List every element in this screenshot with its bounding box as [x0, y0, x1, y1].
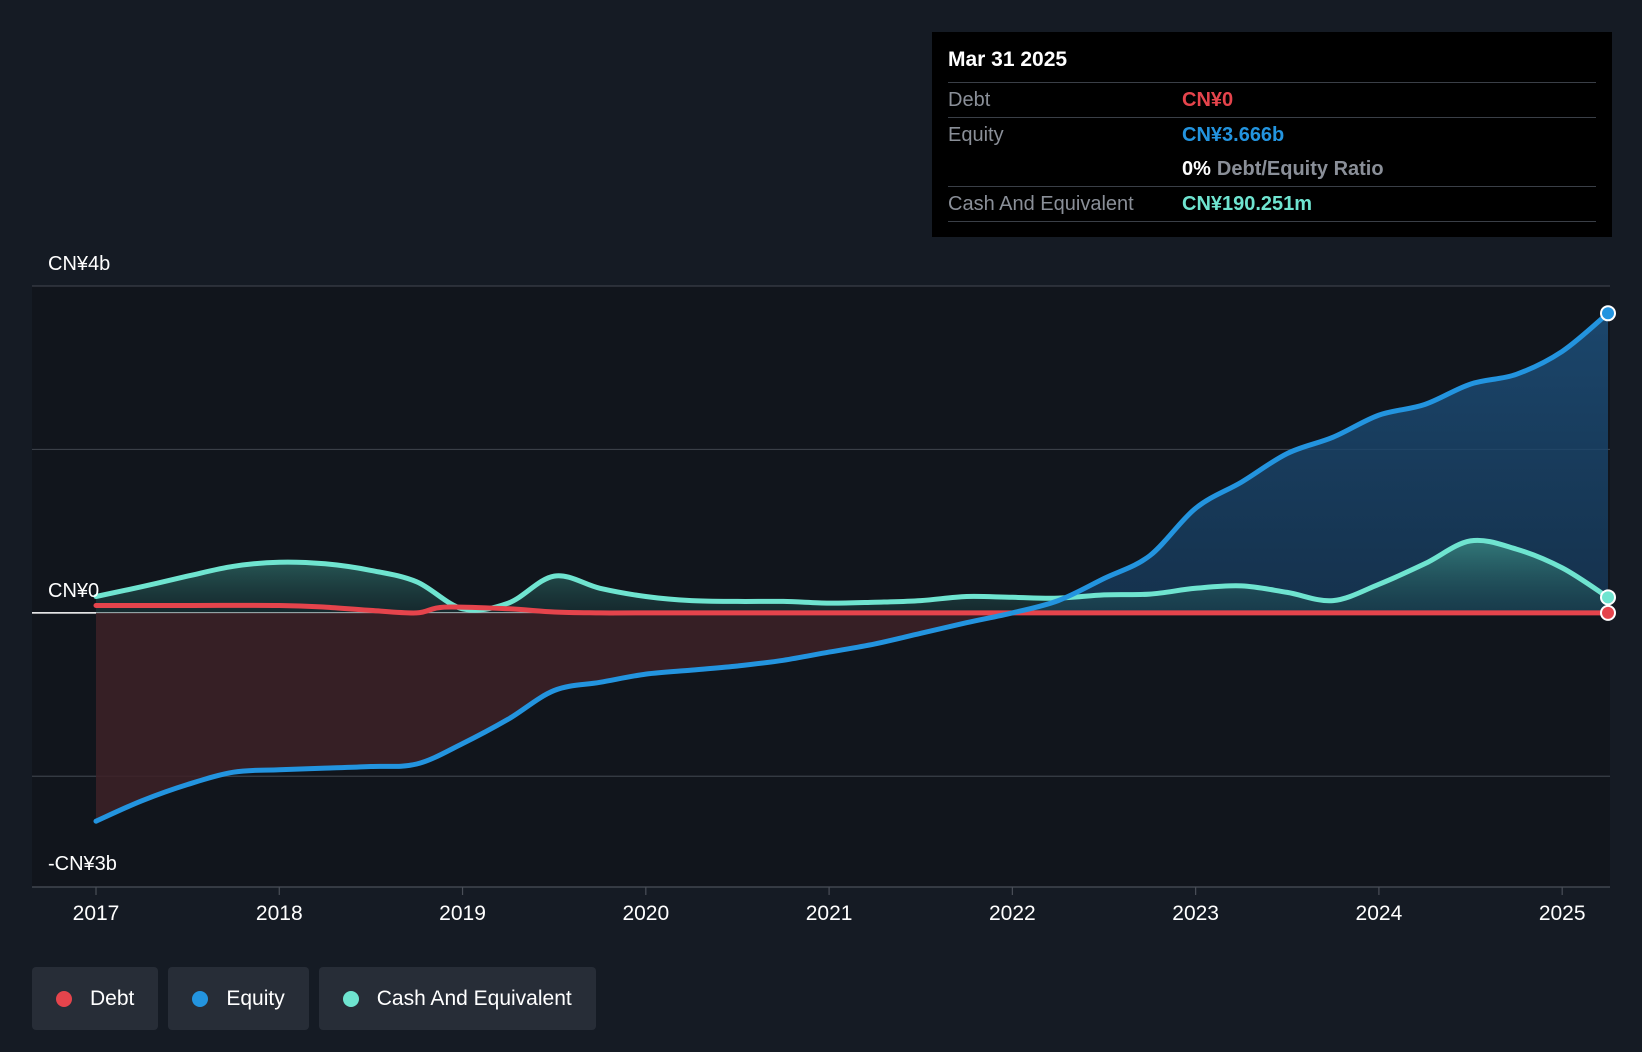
cash-dot-icon: [342, 990, 359, 1007]
equity-negative-area: [96, 612, 1013, 822]
x-tick-label: 2024: [1356, 902, 1403, 925]
x-tick-label: 2020: [622, 902, 669, 925]
tooltip-debt-value: CN¥0: [1182, 89, 1234, 111]
cash-end-point: [1600, 589, 1616, 606]
x-tick-label: 2019: [439, 902, 486, 925]
equity-line: [93, 310, 1611, 824]
debt-dot-icon: [56, 990, 72, 1007]
legend: Debt Equity Cash And Equivalent: [32, 967, 596, 1030]
tooltip-date: Mar 31 2025: [948, 46, 1596, 83]
legend-equity-label: Equity: [226, 986, 285, 1010]
x-tick-label: 2018: [256, 902, 303, 925]
tooltip-panel: Mar 31 2025 Debt CN¥0 Equity CN¥3.666b 0…: [932, 32, 1612, 237]
equity-end-point: [1600, 305, 1616, 322]
equity-area: [96, 313, 1608, 613]
tooltip-ratio-value: 0%: [1182, 158, 1211, 180]
x-tick-label: 2023: [1172, 902, 1219, 925]
legend-debt-label: Debt: [90, 986, 135, 1010]
x-tick-label: 2022: [989, 902, 1036, 925]
tooltip-equity-value: CN¥3.666b: [1182, 124, 1285, 146]
tooltip-cash-value: CN¥190.251m: [1182, 193, 1313, 215]
y-axis-label: -CN¥3b: [48, 853, 117, 875]
legend-item-cash[interactable]: Cash And Equivalent: [318, 967, 596, 1030]
equity-dot-icon: [192, 990, 209, 1007]
legend-item-equity[interactable]: Equity: [168, 967, 309, 1030]
debt-end-point: [1600, 604, 1616, 621]
x-tick-label: 2021: [806, 902, 853, 925]
tooltip-ratio-label: Debt/Equity Ratio: [1216, 158, 1384, 180]
x-tick-label: 2017: [73, 902, 120, 925]
debt-line: [93, 602, 1611, 616]
x-tick-label: 2025: [1539, 902, 1586, 925]
tooltip-debt-label: Debt: [948, 89, 991, 111]
tooltip-cash-row: Cash And Equivalent CN¥190.251m: [948, 187, 1596, 222]
y-axis-label: CN¥0: [48, 580, 99, 602]
legend-cash-label: Cash And Equivalent: [376, 986, 572, 1010]
y-axis-label: CN¥4b: [48, 253, 110, 275]
cash-line: [93, 537, 1611, 613]
tooltip-debt-row: Debt CN¥0: [948, 83, 1596, 118]
legend-item-debt[interactable]: Debt: [32, 967, 159, 1030]
tooltip-equity-row: Equity CN¥3.666b: [948, 118, 1596, 152]
tooltip-ratio-row: 0% Debt/Equity Ratio: [948, 152, 1596, 187]
tooltip-equity-label: Equity: [948, 124, 1004, 146]
cash-area: [96, 540, 1608, 613]
tooltip-cash-label: Cash And Equivalent: [948, 193, 1134, 215]
